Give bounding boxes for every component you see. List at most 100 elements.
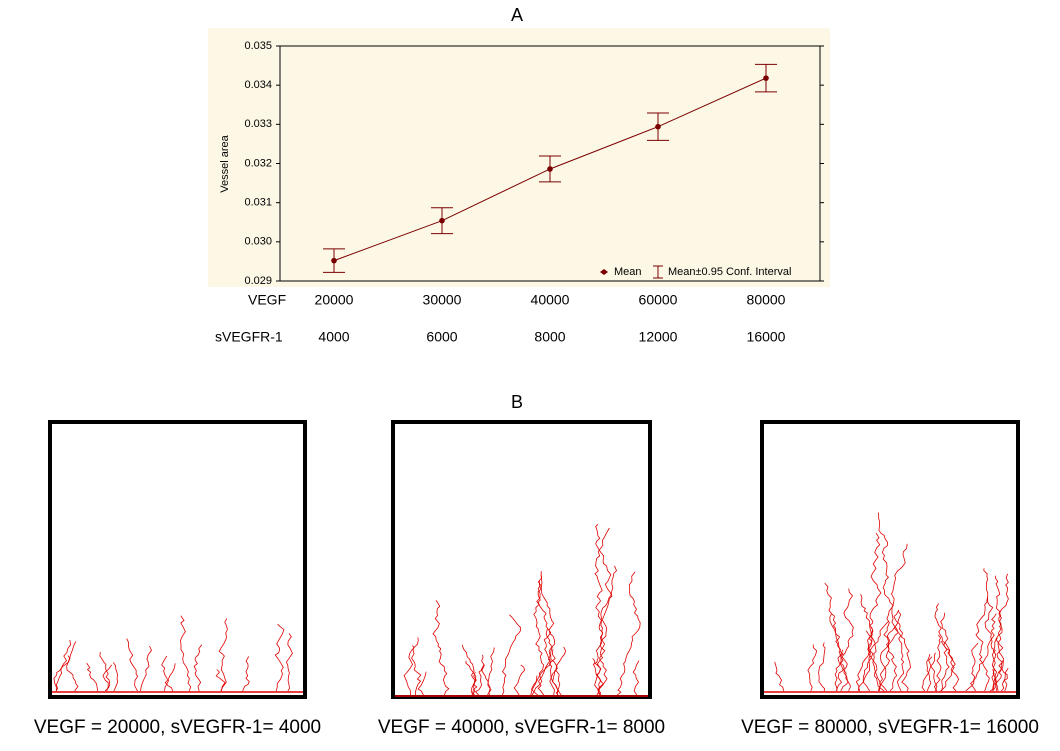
x-tick-label: 4000 — [318, 329, 349, 345]
x-tick-label: 60000 — [639, 292, 678, 308]
vessel — [928, 656, 938, 692]
y-tick-label: 0.031 — [244, 197, 272, 209]
vessel — [180, 615, 192, 692]
vessel — [55, 640, 72, 692]
snapshot-frame — [48, 420, 307, 699]
vessel — [140, 645, 152, 692]
vessel — [596, 565, 617, 696]
vessel — [126, 638, 139, 692]
vessel — [991, 669, 997, 692]
vessel — [632, 660, 640, 696]
x-tick-label: 40000 — [531, 292, 570, 308]
panel-title: B — [511, 392, 523, 412]
vessel — [215, 669, 226, 692]
vessel — [86, 662, 98, 692]
vessel — [893, 609, 911, 692]
x-tick-label: 12000 — [639, 329, 678, 345]
vessel — [99, 652, 111, 692]
y-tick-label: 0.034 — [244, 79, 272, 91]
vessel — [926, 653, 932, 692]
mean-marker — [331, 257, 337, 264]
vessel — [997, 573, 1009, 692]
snapshot-caption: VEGF = 80000, sVEGFR-1= 16000 — [741, 717, 1039, 738]
x-tick-label: 8000 — [534, 329, 565, 345]
vessel — [774, 661, 785, 692]
x-tick-label: 6000 — [426, 329, 457, 345]
vessel — [982, 613, 997, 692]
vessel — [432, 600, 450, 696]
mean-marker — [547, 166, 553, 172]
vessel — [285, 633, 293, 692]
vessel — [934, 603, 960, 692]
y-tick-label: 0.030 — [244, 236, 272, 248]
vessel — [548, 649, 556, 696]
vessel — [829, 613, 842, 692]
x-tick-label: 20000 — [315, 292, 354, 308]
vessel — [893, 611, 905, 692]
vessel — [878, 543, 908, 692]
vessel — [531, 571, 556, 696]
vessel — [818, 642, 826, 692]
mean-marker — [655, 123, 661, 130]
x-tick-label: 80000 — [747, 292, 786, 308]
vessel — [878, 626, 896, 692]
vessel — [112, 662, 118, 692]
x-row-label: VEGF — [248, 292, 286, 308]
vessel — [474, 664, 485, 696]
vessel — [807, 644, 818, 692]
vessel — [164, 663, 176, 692]
chart-title: A — [511, 5, 523, 25]
mean-marker — [763, 75, 769, 81]
snapshot-caption: VEGF = 20000, sVEGFR-1= 4000 — [34, 717, 321, 738]
vessel — [872, 620, 890, 692]
snapshot-frame — [391, 420, 652, 699]
vessel — [461, 644, 476, 696]
vessel — [595, 524, 613, 696]
vessel — [403, 637, 419, 696]
y-axis-label: Vessel area — [219, 134, 231, 192]
vessel — [965, 596, 989, 692]
vessel — [860, 593, 876, 692]
vessel — [513, 664, 526, 696]
vessel — [940, 640, 950, 692]
vessel — [465, 660, 478, 696]
vessel — [933, 634, 942, 692]
vessel — [480, 654, 492, 696]
vessel — [242, 656, 250, 692]
legend-label: Mean±0.95 Conf. Interval — [668, 266, 791, 278]
vessel — [592, 527, 610, 696]
x-tick-label: 16000 — [747, 329, 786, 345]
vessel — [858, 630, 873, 692]
vessel — [867, 626, 885, 692]
snapshot-caption: VEGF = 40000, sVEGFR-1= 8000 — [378, 717, 665, 738]
vessel — [994, 575, 1004, 692]
vessel — [161, 655, 169, 692]
plot-background — [208, 28, 830, 287]
vessel — [502, 614, 522, 696]
vessel — [552, 667, 562, 696]
vessel — [193, 644, 203, 692]
vessel — [855, 532, 882, 692]
vessel — [537, 580, 552, 696]
y-tick-label: 0.033 — [244, 118, 272, 130]
vessel — [487, 647, 495, 696]
legend-label: Mean — [614, 266, 642, 278]
vessel — [841, 588, 854, 692]
vessel — [921, 652, 936, 692]
vessel — [102, 664, 113, 692]
vessel — [531, 574, 545, 696]
y-tick-label: 0.032 — [244, 157, 272, 169]
vessel — [218, 618, 228, 692]
vessel — [878, 512, 898, 692]
vessel — [66, 641, 79, 692]
vessel — [617, 571, 641, 696]
vessel — [417, 671, 427, 696]
vessel — [411, 645, 422, 696]
x-tick-label: 30000 — [423, 292, 462, 308]
x-row-label: sVEGFR-1 — [215, 329, 283, 345]
vessel — [983, 568, 998, 692]
vessel — [470, 672, 477, 696]
y-tick-label: 0.029 — [244, 275, 272, 287]
vessel — [274, 623, 285, 692]
